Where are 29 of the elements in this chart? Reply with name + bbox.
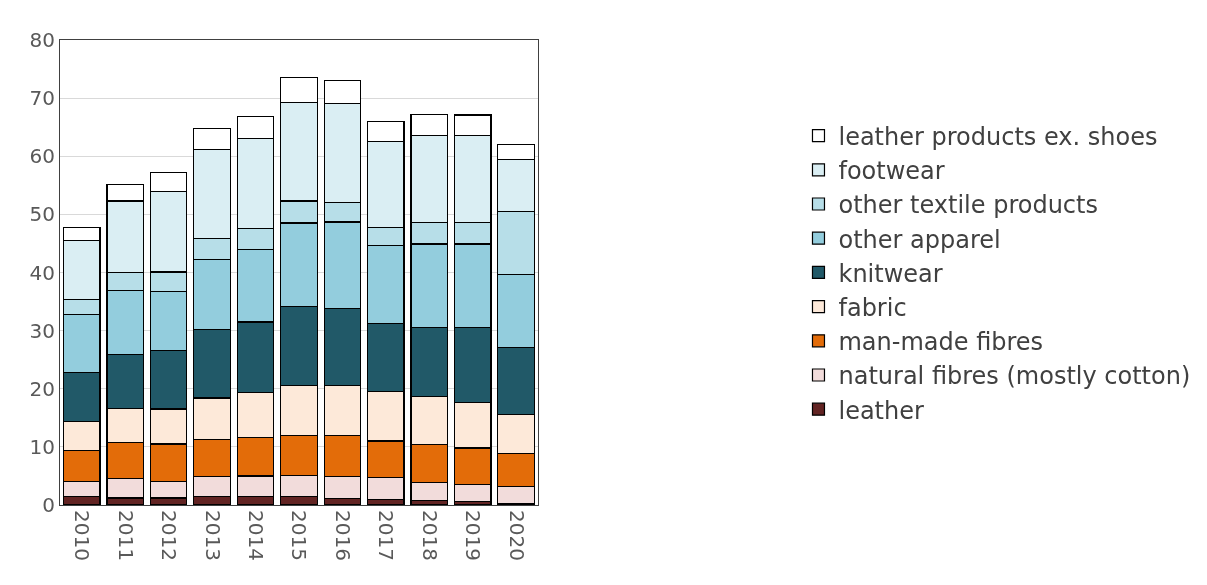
- y-tick-label: 0: [42, 493, 55, 517]
- legend-label: knitwear: [838, 259, 943, 288]
- y-tick-label: 60: [29, 144, 55, 169]
- x-tick-label: 2015: [287, 510, 312, 561]
- y-tick-label: 70: [29, 86, 55, 111]
- legend-label: man-made fibres: [838, 328, 1044, 357]
- legend-label: natural fibres (mostly cotton): [838, 362, 1191, 391]
- legend-label: other textile products: [838, 191, 1098, 220]
- legend-label: other apparel: [838, 225, 1001, 254]
- legend-label: leather products ex. shoes: [838, 122, 1158, 151]
- x-tick-label: 2018: [417, 510, 442, 561]
- x-tick-label: 2014: [243, 510, 268, 561]
- y-tick-label: 50: [29, 202, 55, 227]
- y-tick-label: 40: [29, 260, 55, 285]
- y-tick-label: 80: [29, 28, 55, 52]
- legend-label: fabric: [838, 293, 907, 322]
- y-tick-label: 20: [29, 376, 55, 401]
- legend-label: footwear: [838, 157, 945, 186]
- x-tick-label: 2017: [374, 510, 399, 561]
- x-tick-label: 2010: [70, 510, 95, 561]
- x-tick-label: 2016: [330, 510, 355, 561]
- x-tick-label: 2011: [113, 510, 138, 561]
- x-tick-label: 2019: [461, 510, 486, 561]
- y-tick-label: 30: [29, 318, 55, 343]
- y-tick-label: 10: [29, 434, 55, 459]
- x-tick-label: 2013: [200, 510, 225, 561]
- legend-label: leather: [838, 396, 925, 425]
- x-tick-label: 2012: [157, 510, 182, 561]
- x-tick-label: 2020: [504, 510, 529, 561]
